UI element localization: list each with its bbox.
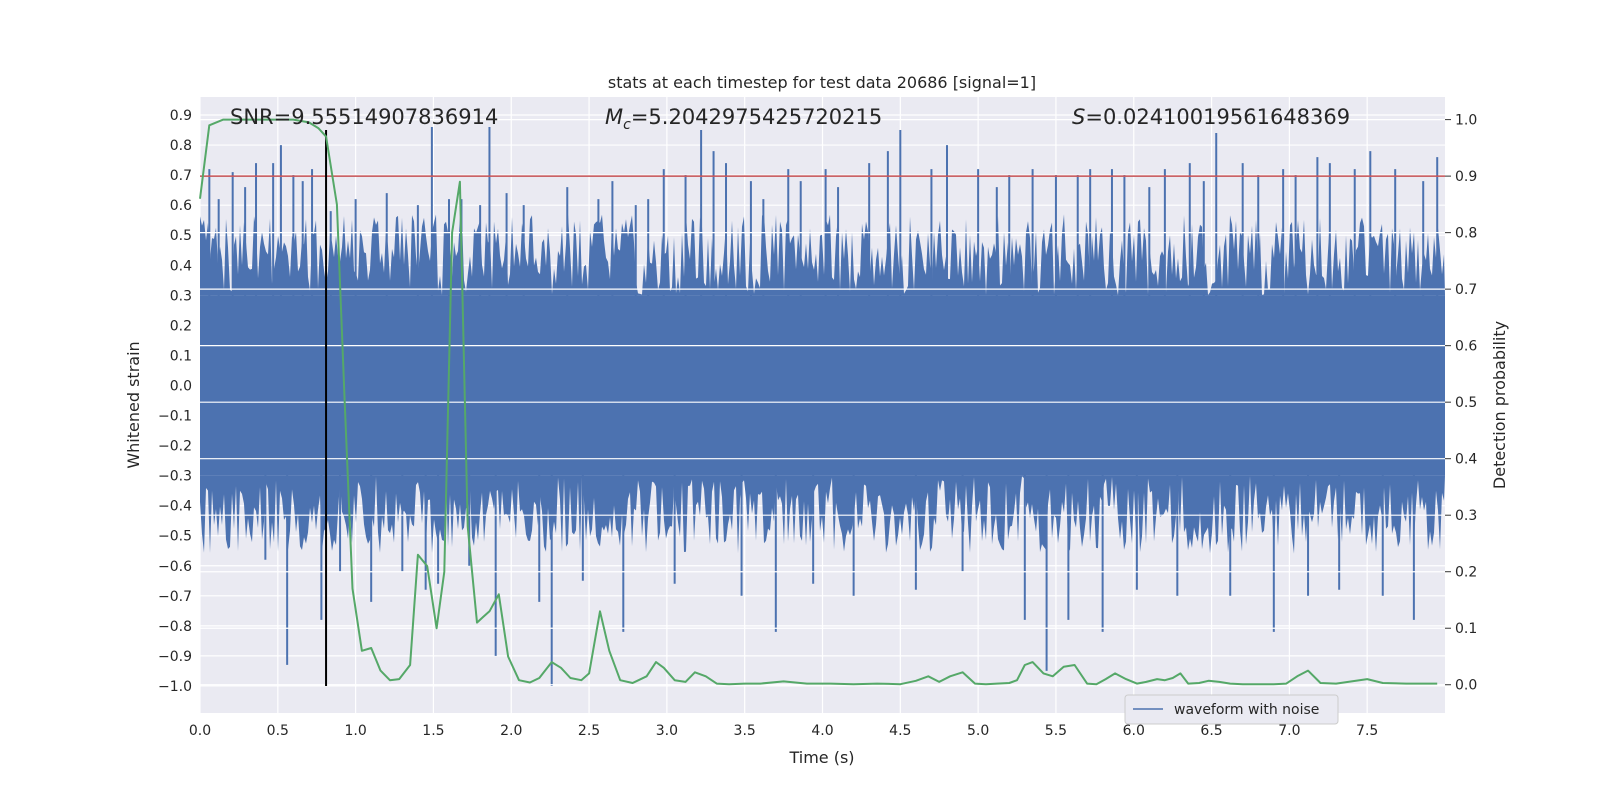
waveform-core bbox=[200, 295, 1445, 476]
chirp-mass-annotation: Mc=5.2042975425720215 bbox=[605, 105, 882, 133]
y-left-tick-label: −0.4 bbox=[158, 499, 192, 515]
x-tick-label: 4.5 bbox=[889, 723, 911, 739]
y-right-ticks: 0.0 0.1 0.2 0.3 0.4 0.5 0.6 0.7 0.8 0.9 1.0 bbox=[1445, 113, 1477, 694]
chirp-mass-symbol: M bbox=[605, 105, 623, 129]
y-left-tick-label: 0.1 bbox=[170, 348, 192, 364]
y-right-tick-label: 0.3 bbox=[1455, 508, 1477, 524]
s-value: =0.02410019561648369 bbox=[1085, 105, 1350, 129]
y-left-tick-label: 0.8 bbox=[170, 138, 192, 154]
y-right-tick-label: 0.6 bbox=[1455, 339, 1477, 355]
waveform-upper-edge bbox=[200, 214, 1445, 296]
legend: waveform with noise bbox=[1124, 694, 1339, 725]
x-tick-label: 6.0 bbox=[1123, 723, 1145, 739]
y-right-tick-label: 0.4 bbox=[1455, 452, 1477, 468]
y-right-tick-label: 0.2 bbox=[1455, 565, 1477, 581]
x-tick-label: 5.0 bbox=[967, 723, 989, 739]
y-right-tick-label: 0.5 bbox=[1455, 395, 1477, 411]
x-tick-label: 7.0 bbox=[1278, 723, 1300, 739]
x-tick-label: 3.0 bbox=[656, 723, 678, 739]
y-left-tick-label: 0.7 bbox=[170, 168, 192, 184]
y-left-tick-label: 0.5 bbox=[170, 228, 192, 244]
y-left-tick-label: 0.6 bbox=[170, 198, 192, 214]
y-right-tick-label: 1.0 bbox=[1455, 113, 1477, 129]
x-axis-label: Time (s) bbox=[788, 748, 854, 767]
y-left-ticks: 0.9 0.8 0.7 0.6 0.5 0.4 0.3 0.2 0.1 0.0 −0.1 −0.2 −0… bbox=[158, 108, 192, 695]
probability-series bbox=[199, 118, 1438, 686]
x-tick-label: 3.5 bbox=[734, 723, 756, 739]
legend-entry-waveform: waveform with noise bbox=[1174, 702, 1319, 718]
x-tick-label: 2.0 bbox=[500, 723, 522, 739]
s-symbol: S bbox=[1072, 105, 1085, 129]
y-left-tick-label: 0.9 bbox=[170, 108, 192, 124]
y-left-tick-label: −0.8 bbox=[158, 619, 192, 635]
y-left-tick-label: 0.0 bbox=[170, 378, 192, 394]
x-tick-label: 0.0 bbox=[189, 723, 211, 739]
snr-annotation: SNR=9.55514907836914 bbox=[230, 105, 498, 129]
x-tick-label: 1.5 bbox=[422, 723, 444, 739]
y-right-tick-label: 0.8 bbox=[1455, 226, 1477, 242]
x-tick-label: 6.5 bbox=[1200, 723, 1222, 739]
chirp-mass-value: =5.2042975425720215 bbox=[631, 105, 882, 129]
chart-title: stats at each timestep for test data 206… bbox=[608, 73, 1036, 92]
y-left-tick-label: −0.9 bbox=[158, 649, 192, 665]
chirp-mass-subscript: c bbox=[623, 117, 631, 133]
y-left-tick-label: −0.2 bbox=[158, 439, 192, 455]
x-tick-label: 7.5 bbox=[1356, 723, 1378, 739]
x-tick-label: 2.5 bbox=[578, 723, 600, 739]
y-left-tick-label: −0.7 bbox=[158, 589, 192, 605]
legend-box bbox=[1124, 694, 1339, 725]
y-left-tick-label: −0.1 bbox=[158, 409, 192, 425]
detection-probability-line bbox=[199, 118, 1438, 686]
y-left-tick-label: −0.6 bbox=[158, 559, 192, 575]
x-tick-label: 1.0 bbox=[344, 723, 366, 739]
y-left-tick-label: 0.3 bbox=[170, 288, 192, 304]
x-tick-label: 4.0 bbox=[811, 723, 833, 739]
y-left-tick-label: −1.0 bbox=[158, 679, 192, 695]
waveform-spikes bbox=[208, 127, 1439, 686]
y-right-tick-label: 0.1 bbox=[1455, 621, 1477, 637]
y-right-axis-label: Detection probability bbox=[1490, 321, 1509, 489]
s-annotation: S=0.02410019561648369 bbox=[1072, 105, 1350, 129]
y-right-tick-label: 0.9 bbox=[1455, 169, 1477, 185]
y-left-tick-label: 0.2 bbox=[170, 318, 192, 334]
x-tick-label: 0.5 bbox=[267, 723, 289, 739]
x-ticks: 0.0 0.5 1.0 1.5 2.0 2.5 3.0 3.5 4.0 4.5 5.0 5.5 6.0 6… bbox=[189, 723, 1378, 739]
y-right-tick-label: 0.7 bbox=[1455, 282, 1477, 298]
x-tick-label: 5.5 bbox=[1045, 723, 1067, 739]
y-left-tick-label: 0.4 bbox=[170, 258, 192, 274]
y-left-tick-label: −0.3 bbox=[158, 469, 192, 485]
y-left-axis-label: Whitened strain bbox=[124, 341, 143, 468]
y-right-tick-label: 0.0 bbox=[1455, 678, 1477, 694]
y-left-tick-label: −0.5 bbox=[158, 529, 192, 545]
